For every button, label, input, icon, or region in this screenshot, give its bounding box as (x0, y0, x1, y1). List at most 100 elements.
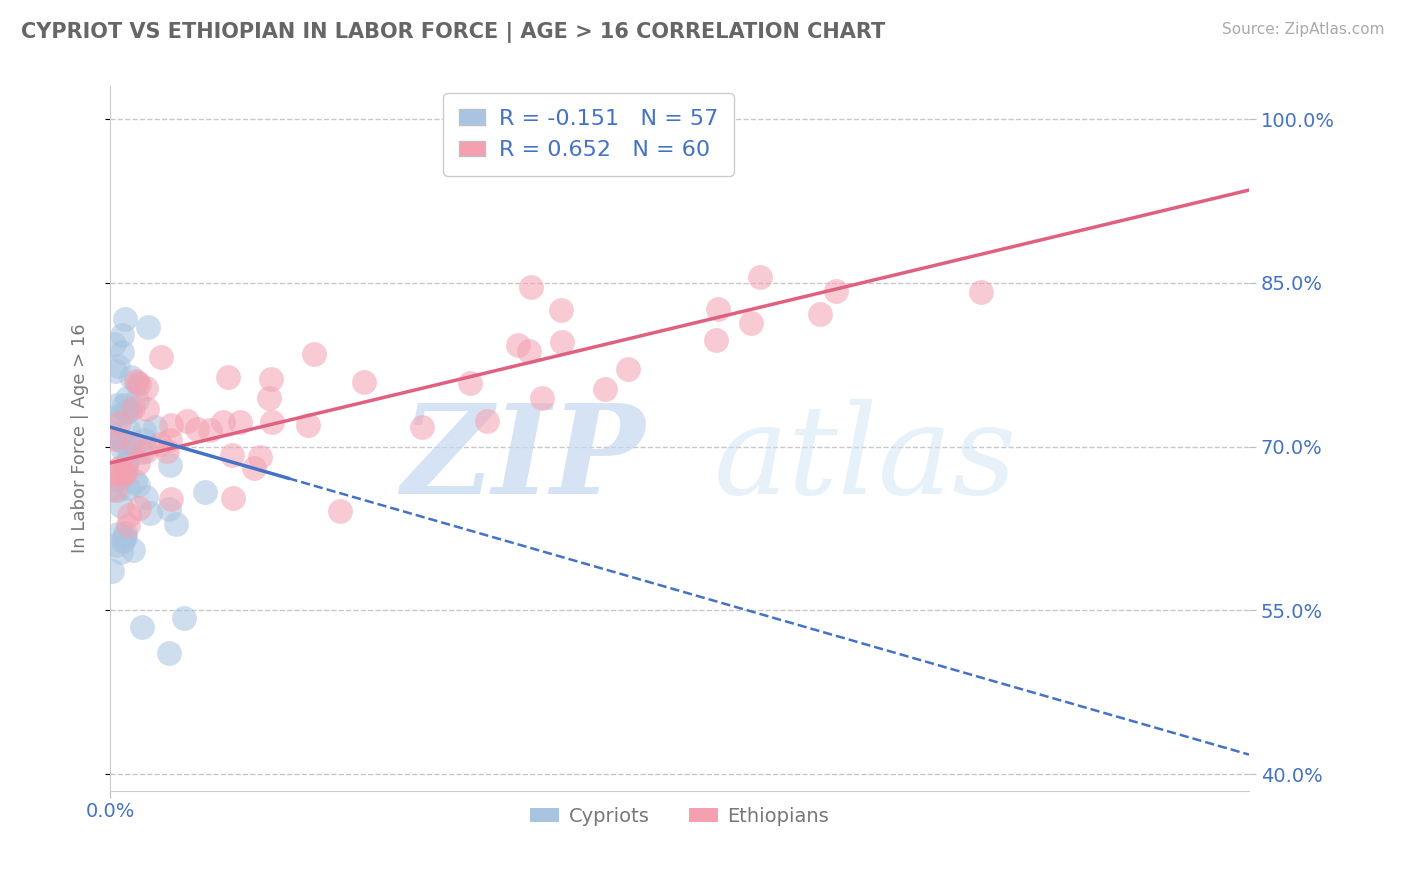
Point (104, 483, 127, 497)
Point (302, 347, 325, 361)
Point (704, 333, 727, 347)
Point (101, 411, 124, 425)
Point (249, 450, 271, 464)
Point (135, 381, 157, 395)
Point (120, 369, 142, 384)
Point (132, 424, 155, 438)
Point (117, 481, 139, 495)
Point (124, 374, 146, 388)
Point (112, 398, 135, 412)
Text: CYPRIOT VS ETHIOPIAN IN LABOR FORCE | AGE > 16 CORRELATION CHART: CYPRIOT VS ETHIOPIAN IN LABOR FORCE | AG… (21, 22, 886, 44)
Point (114, 462, 136, 476)
Legend: Cypriots, Ethiopians: Cypriots, Ethiopians (522, 799, 837, 834)
Point (108, 433, 131, 447)
Text: Source: ZipAtlas.com: Source: ZipAtlas.com (1222, 22, 1385, 37)
Point (212, 415, 235, 429)
Point (105, 398, 128, 412)
Point (165, 516, 187, 531)
Point (127, 478, 149, 492)
Point (139, 506, 162, 520)
Point (243, 461, 266, 475)
Point (121, 542, 143, 557)
Point (118, 438, 141, 452)
Point (143, 420, 166, 434)
Point (107, 526, 129, 541)
Point (117, 518, 139, 533)
Point (520, 280, 543, 294)
Point (118, 508, 141, 523)
Point (508, 338, 530, 352)
Point (593, 383, 616, 397)
Point (740, 316, 762, 330)
Point (149, 436, 172, 450)
Point (616, 362, 638, 376)
Point (131, 620, 153, 634)
Point (160, 418, 183, 433)
Point (117, 391, 139, 405)
Point (112, 531, 135, 545)
Point (114, 530, 136, 544)
Point (111, 467, 134, 481)
Point (217, 369, 239, 384)
Point (159, 646, 181, 660)
Point (108, 416, 131, 430)
Point (160, 492, 183, 507)
Point (550, 303, 572, 318)
Point (111, 328, 134, 343)
Point (530, 391, 553, 405)
Y-axis label: In Labor Force | Age > 16: In Labor Force | Age > 16 (72, 324, 89, 553)
Point (100, 464, 122, 478)
Point (110, 345, 132, 359)
Point (460, 376, 482, 390)
Point (101, 564, 124, 578)
Point (262, 415, 284, 429)
Point (149, 351, 172, 365)
Point (297, 417, 319, 432)
Point (186, 422, 208, 436)
Point (125, 392, 148, 407)
Point (107, 483, 129, 497)
Point (108, 461, 131, 475)
Point (176, 414, 198, 428)
Point (707, 301, 730, 316)
Point (159, 458, 181, 472)
Point (808, 307, 831, 321)
Point (110, 407, 132, 421)
Point (112, 435, 135, 450)
Point (107, 359, 129, 374)
Point (104, 364, 127, 378)
Point (121, 401, 143, 416)
Point (257, 392, 280, 406)
Point (159, 433, 181, 447)
Point (353, 376, 375, 390)
Point (124, 474, 146, 488)
Point (517, 343, 540, 358)
Point (173, 611, 195, 625)
Point (135, 444, 157, 458)
Point (100, 425, 122, 440)
Point (104, 433, 127, 447)
Point (128, 501, 150, 516)
Point (749, 270, 772, 285)
Point (110, 545, 132, 559)
Point (114, 405, 136, 419)
Point (551, 335, 574, 350)
Point (110, 500, 132, 514)
Point (329, 504, 352, 518)
Point (970, 285, 993, 299)
Point (115, 455, 138, 469)
Point (155, 443, 177, 458)
Point (114, 467, 136, 482)
Point (100, 482, 122, 496)
Point (105, 538, 128, 552)
Point (136, 401, 159, 416)
Point (104, 473, 127, 487)
Point (260, 372, 283, 386)
Point (127, 457, 149, 471)
Point (101, 430, 124, 444)
Point (114, 526, 136, 541)
Point (136, 320, 159, 334)
Text: atlas: atlas (714, 399, 1017, 520)
Point (117, 423, 139, 437)
Point (135, 490, 157, 504)
